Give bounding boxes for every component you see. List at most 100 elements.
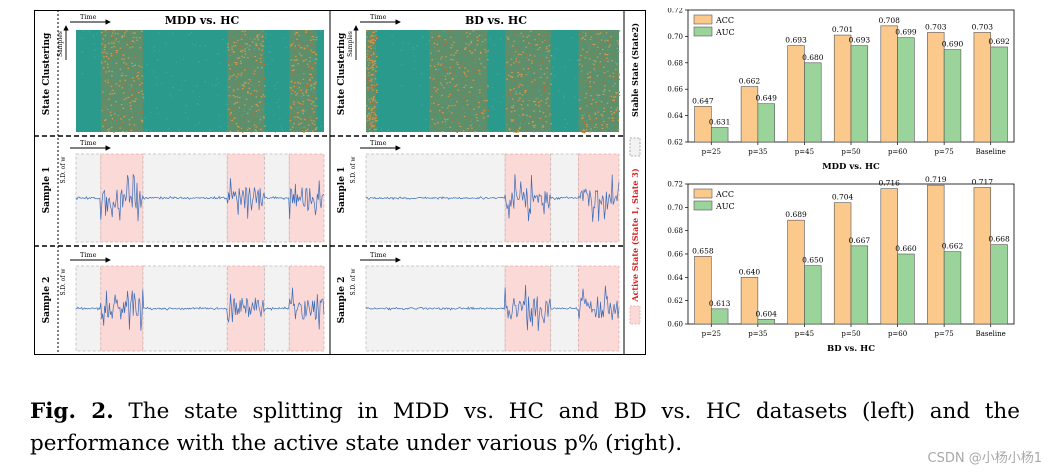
chart-title: BD vs. HC xyxy=(827,344,875,354)
state-clustering-heatmap-bd xyxy=(366,30,621,134)
panel-title-bd: BD vs. HC xyxy=(465,14,527,27)
active-state-region xyxy=(578,265,620,352)
x-tick-label: p=50 xyxy=(841,330,860,338)
sd-axis-label: S.D. of w xyxy=(60,268,67,296)
time-axis-mdd-top: Time Samples xyxy=(57,13,111,60)
y-tick-label: 0.70 xyxy=(667,33,683,41)
legend-swatch xyxy=(693,14,713,25)
legend-label: AUC xyxy=(715,202,735,211)
bar-value-label: 0.717 xyxy=(972,178,994,187)
bar-value-label: 0.716 xyxy=(878,179,900,188)
bar-value-label: 0.704 xyxy=(832,193,854,202)
y-tick-label: 0.72 xyxy=(667,181,683,189)
bar-auc xyxy=(897,253,915,325)
time-axis-label: Time xyxy=(80,13,97,21)
legend-active-state: Active State (State 1, State 3) xyxy=(630,168,640,303)
legend-label: ACC xyxy=(715,190,734,199)
sd-axis-label: S.D. of w xyxy=(350,156,357,184)
x-tick-label: p=75 xyxy=(935,148,954,156)
active-state-band xyxy=(289,30,318,133)
bar-value-label: 0.693 xyxy=(785,36,807,45)
panel-title-mdd: MDD vs. HC xyxy=(165,14,240,27)
bar-acc xyxy=(880,25,898,143)
x-tick-label: p=45 xyxy=(795,148,814,156)
sd-signal-line xyxy=(365,284,620,332)
bar-acc xyxy=(833,202,852,325)
time-axis-label: Time xyxy=(370,139,387,147)
legend-stable-state: Stable State (State2) xyxy=(630,23,640,117)
active-state-band xyxy=(429,30,490,133)
row-label-sample-1-bd: Sample 1 xyxy=(337,167,347,214)
bar-value-label: 0.613 xyxy=(709,299,731,308)
bar-chart-bd: 0.60 0.62 0.64 0.66 0.68 0.70 0.72 p=25 0.658 0.6… xyxy=(667,175,1015,354)
y-tick-label: 0.62 xyxy=(667,297,683,305)
legend-stable-swatch xyxy=(629,137,641,157)
x-tick-label: p=25 xyxy=(702,148,721,156)
bar-value-label: 0.693 xyxy=(849,36,871,45)
bar-acc xyxy=(927,184,945,325)
samples-axis-label-bd: Samples xyxy=(347,31,354,57)
bar-value-label: 0.680 xyxy=(802,53,824,62)
sample-axis-mdd-1: Time S.D. of w xyxy=(60,139,111,184)
bar-value-label: 0.662 xyxy=(739,77,761,86)
bar-value-label: 0.660 xyxy=(895,244,917,253)
bar-value-label: 0.699 xyxy=(895,28,917,37)
bar-acc xyxy=(880,188,898,325)
signal-sample-2-mdd xyxy=(75,265,325,352)
bar-auc xyxy=(804,62,822,143)
active-state-band xyxy=(366,30,378,133)
legend-swatch xyxy=(693,26,713,37)
bar-value-label: 0.689 xyxy=(785,210,807,219)
x-tick-label: p=50 xyxy=(841,148,860,156)
chart-title: MDD vs. HC xyxy=(822,162,880,172)
bar-acc xyxy=(833,34,852,143)
y-tick-label: 0.72 xyxy=(667,8,683,15)
legend-swatch xyxy=(693,200,713,211)
heatmap-background xyxy=(366,30,619,132)
time-axis-label: Time xyxy=(80,139,97,147)
state-splitting-figure: State Clustering Sample 1 Sample 2 State… xyxy=(34,10,646,355)
watermark: CSDN @小杨小杨1 xyxy=(927,451,1042,466)
active-state-region xyxy=(578,153,620,243)
bar-auc xyxy=(990,46,1008,143)
x-tick-label: p=25 xyxy=(702,330,721,338)
bar-value-label: 0.604 xyxy=(755,309,777,318)
bar-acc xyxy=(740,277,759,325)
row-label-sample-1: Sample 1 xyxy=(42,167,52,214)
sample-axis-mdd-2: Time S.D. of w xyxy=(60,251,111,296)
active-state-band xyxy=(227,30,266,134)
bar-auc xyxy=(850,245,869,325)
bar-value-label: 0.650 xyxy=(802,256,824,265)
active-state-band xyxy=(100,30,145,134)
bar-value-label: 0.662 xyxy=(942,242,964,251)
bar-acc xyxy=(787,219,805,325)
caption-label: Fig. 2. xyxy=(30,399,114,424)
y-tick-label: 0.66 xyxy=(667,86,683,94)
y-tick-label: 0.62 xyxy=(667,139,683,147)
x-tick-label: p=35 xyxy=(748,330,767,338)
caption-text: The state splitting in MDD vs. HC and BD… xyxy=(30,399,1020,456)
x-tick-label: Baseline xyxy=(976,148,1006,156)
bar-value-label: 0.668 xyxy=(988,235,1010,244)
bar-chart-mdd: 0.62 0.64 0.66 0.68 0.70 0.72 p=25 0.647 0.631 p=… xyxy=(667,8,1015,172)
bar-acc xyxy=(694,106,712,143)
active-state-band xyxy=(578,30,621,134)
bar-value-label: 0.647 xyxy=(692,96,714,105)
sd-signal-line xyxy=(75,287,325,331)
bar-value-label: 0.708 xyxy=(878,16,900,25)
bar-auc xyxy=(850,45,869,143)
bar-auc xyxy=(943,49,962,143)
row-label-sample-2: Sample 2 xyxy=(42,277,52,324)
bar-auc xyxy=(943,251,962,325)
row-label-state-clustering: State Clustering xyxy=(42,32,52,115)
x-tick-label: Baseline xyxy=(976,330,1006,338)
y-tick-label: 0.64 xyxy=(667,274,683,282)
bar-auc xyxy=(897,37,915,143)
sd-signal-line xyxy=(365,174,620,222)
x-tick-label: p=35 xyxy=(748,148,767,156)
state-clustering-heatmap-mdd xyxy=(76,30,324,134)
bar-value-label: 0.640 xyxy=(739,267,761,276)
sample-axis-bd-2: Time S.D. of w xyxy=(350,251,401,296)
bar-acc xyxy=(694,256,712,325)
row-label-state-clustering-bd: State Clustering xyxy=(337,32,347,115)
